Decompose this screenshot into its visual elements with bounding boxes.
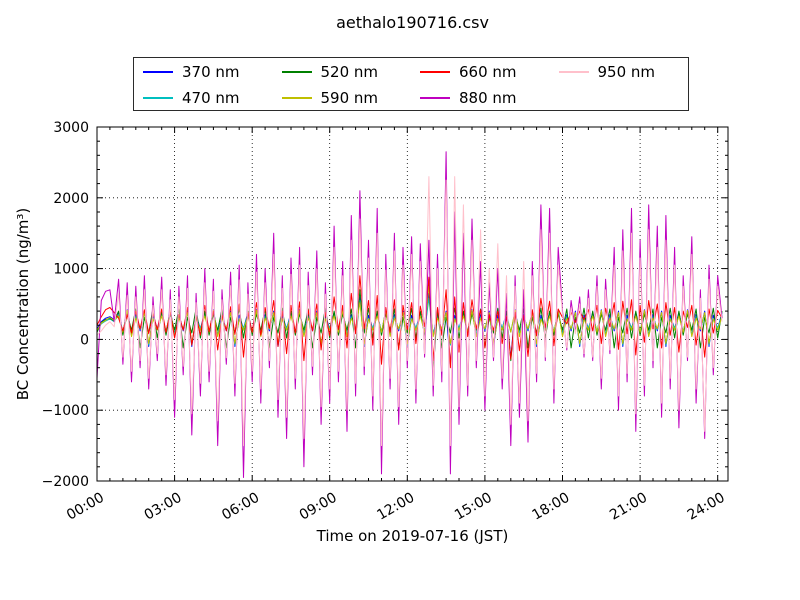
- x-tick-label: 09:00: [297, 490, 340, 524]
- x-axis-label: Time on 2019-07-16 (JST): [316, 527, 509, 545]
- legend-line-icon: [420, 97, 450, 99]
- plot-border: [96, 126, 729, 482]
- legend-item-470nm: 470 nm: [134, 85, 273, 111]
- chart-title: aethalo190716.csv: [336, 13, 489, 32]
- legend-line-icon: [281, 97, 312, 99]
- legend-label: 660 nm: [459, 63, 517, 81]
- legend: 370 nm 470 nm 520 nm 590 nm 660 nm 880 nm 950 …: [133, 57, 689, 111]
- legend-column: 520 nm 590 nm: [273, 59, 412, 111]
- legend-line-icon: [281, 71, 312, 73]
- y-tick-label: 2000: [53, 191, 89, 207]
- x-tick-label: 21:00: [607, 490, 650, 524]
- y-tick-label: 3000: [53, 120, 89, 136]
- x-tick-label: 24:00: [685, 490, 728, 524]
- x-tick-label: 00:00: [64, 490, 107, 524]
- legend-item-950nm: 950 nm: [550, 59, 689, 85]
- legend-column: 370 nm 470 nm: [134, 59, 273, 111]
- legend-item-520nm: 520 nm: [273, 59, 412, 85]
- y-axis-label: BC Concentration (ng/m³): [14, 207, 32, 401]
- legend-item-660nm: 660 nm: [411, 59, 550, 85]
- legend-label: 880 nm: [459, 89, 517, 107]
- legend-label: 590 nm: [320, 89, 379, 107]
- legend-line-icon: [420, 71, 450, 73]
- legend-item-590nm: 590 nm: [273, 85, 412, 111]
- legend-line-icon: [143, 97, 173, 99]
- legend-item-880nm: 880 nm: [411, 85, 550, 111]
- legend-label: 520 nm: [320, 63, 379, 81]
- y-tick-label: 0: [80, 332, 89, 348]
- x-tick-label: 12:00: [374, 490, 417, 524]
- y-tick-label: −1000: [42, 403, 89, 419]
- x-tick-label: 06:00: [219, 490, 262, 524]
- legend-column: 950 nm: [550, 59, 689, 85]
- legend-line-icon: [558, 71, 589, 73]
- legend-line-icon: [143, 71, 173, 73]
- legend-label: 950 nm: [597, 63, 656, 81]
- legend-column: 660 nm 880 nm: [411, 59, 550, 111]
- legend-item-370nm: 370 nm: [134, 59, 273, 85]
- x-tick-label: 15:00: [452, 490, 495, 524]
- x-tick-label: 03:00: [142, 490, 185, 524]
- legend-label: 470 nm: [182, 89, 240, 107]
- x-tick-label: 18:00: [530, 490, 573, 524]
- series-line-950nm: [96, 176, 723, 447]
- y-tick-label: 1000: [53, 262, 89, 278]
- y-tick-label: −2000: [42, 474, 89, 490]
- legend-label: 370 nm: [182, 63, 240, 81]
